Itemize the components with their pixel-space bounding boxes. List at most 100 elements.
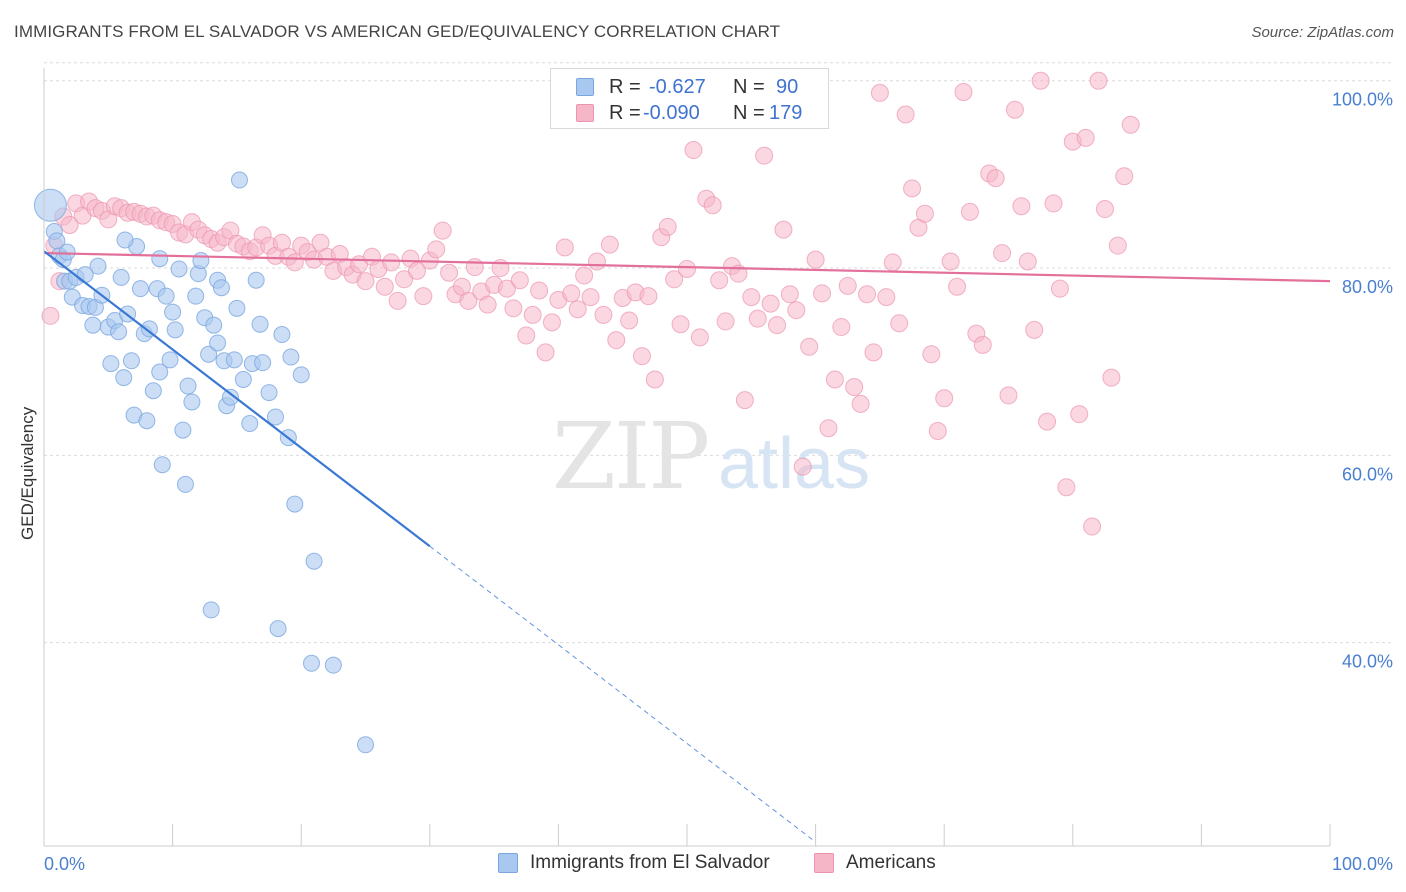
americans-point <box>504 299 523 318</box>
americans-point <box>542 313 561 332</box>
el-salvador-point <box>212 279 230 297</box>
legend-n-value: 179 <box>769 102 803 124</box>
bottom-legend-label-americans: Americans <box>846 852 936 873</box>
americans-point <box>832 318 851 337</box>
grid-lines <box>44 62 1392 644</box>
el-salvador-point <box>112 268 130 286</box>
americans-point <box>1095 200 1114 219</box>
el-salvador-point <box>76 266 94 284</box>
americans-point <box>690 328 709 347</box>
americans-point <box>671 315 690 334</box>
americans-point <box>440 263 459 282</box>
americans-point <box>761 294 780 313</box>
y-tick-label: 40.0% <box>1342 652 1393 672</box>
el-salvador-point <box>131 280 149 298</box>
el-salvador-point <box>234 371 252 389</box>
americans-point <box>407 261 426 280</box>
americans-point <box>948 277 967 296</box>
el-salvador-point <box>202 601 220 619</box>
americans-point <box>1089 71 1108 90</box>
el-salvador-point <box>161 351 179 369</box>
americans-point <box>594 305 613 324</box>
americans-point <box>813 284 832 303</box>
el-salvador-point <box>205 316 223 334</box>
americans-point <box>600 235 619 254</box>
el-salvador-point <box>164 303 182 321</box>
americans-point <box>375 277 394 296</box>
americans-point <box>890 314 909 333</box>
americans-trendline <box>43 251 1331 283</box>
americans-point <box>395 270 414 289</box>
americans-point <box>587 252 606 271</box>
el-salvador-point <box>357 736 374 754</box>
el-salvador-point <box>324 656 342 674</box>
el-salvador-point <box>122 352 140 370</box>
el-salvador-point <box>183 393 201 411</box>
americans-point <box>928 422 947 441</box>
americans-point <box>517 326 536 345</box>
el-salvador-point <box>305 552 323 570</box>
legend-r-value: -0.627 <box>649 76 706 98</box>
el-salvador-point <box>282 348 300 366</box>
americans-point <box>530 281 549 300</box>
americans-point <box>1076 128 1095 147</box>
americans-point <box>382 253 401 272</box>
watermark: ZIP atlas <box>552 403 870 510</box>
el-salvador-point <box>225 351 243 369</box>
americans-point <box>1038 412 1057 431</box>
americans-point <box>806 250 825 269</box>
americans-point <box>1005 100 1024 119</box>
americans-point <box>1018 252 1037 271</box>
el-salvador-point <box>228 299 246 317</box>
el-salvador-point <box>89 257 107 275</box>
americans-point <box>41 306 60 325</box>
el-salvador-point <box>138 412 156 430</box>
correlation-legend: R = -0.627 N = 90 R = -0.090 N = 179 <box>550 68 829 129</box>
americans-point <box>1121 115 1140 134</box>
el-salvador-point <box>209 334 227 352</box>
el-salvador-point <box>187 287 205 305</box>
americans-point <box>620 311 639 330</box>
americans-point <box>915 204 934 223</box>
el-salvador-point <box>151 250 169 268</box>
americans-point <box>497 279 516 298</box>
americans-point <box>1031 71 1050 90</box>
americans-point <box>575 266 594 285</box>
americans-point <box>825 370 844 389</box>
el-salvador-trendline-extension <box>429 545 815 842</box>
el-salvador-point <box>140 320 158 338</box>
legend-n-label: N = <box>733 102 765 124</box>
el-salvador-point <box>230 171 248 189</box>
americans-point <box>960 202 979 221</box>
americans-point <box>562 284 581 303</box>
americans-point <box>1070 405 1089 424</box>
americans-point <box>433 221 452 240</box>
el-salvador-point <box>192 252 210 270</box>
el-salvador-trendline <box>43 250 431 548</box>
legend-r-label: R = <box>609 102 641 124</box>
y-tick-label: 60.0% <box>1342 464 1393 484</box>
legend-r-value: -0.090 <box>643 102 700 124</box>
americans-point <box>922 345 941 364</box>
americans-point <box>581 288 600 307</box>
americans-point <box>510 271 529 290</box>
el-salvador-point <box>241 415 259 433</box>
x-tick-label: 0.0% <box>44 854 85 874</box>
el-salvador-point <box>254 354 272 372</box>
americans-point <box>356 272 375 291</box>
americans-point <box>60 215 79 234</box>
americans-point <box>748 309 767 328</box>
americans-point <box>973 335 992 354</box>
americans-point <box>870 83 889 102</box>
americans-point <box>465 258 484 277</box>
americans-point <box>780 285 799 304</box>
el-salvador-point <box>102 355 120 373</box>
americans-points <box>41 71 1140 536</box>
americans-point <box>793 457 812 476</box>
americans-point <box>858 285 877 304</box>
source-credit: Source: ZipAtlas.com <box>1251 24 1394 41</box>
americans-point <box>632 347 651 366</box>
americans-point <box>845 377 864 396</box>
y-tick-label: 100.0% <box>1332 90 1393 110</box>
americans-point <box>388 291 407 310</box>
